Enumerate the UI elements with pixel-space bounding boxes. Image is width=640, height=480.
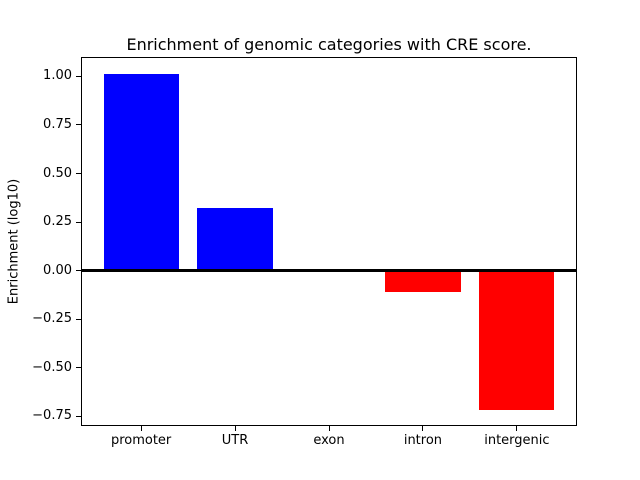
y-tick-label: −0.50 (32, 359, 72, 375)
y-tick-label: 0.75 (43, 116, 72, 132)
y-tick-label: −0.25 (32, 311, 72, 327)
bar-promoter (103, 74, 179, 271)
y-tick-label: 1.00 (43, 68, 72, 84)
x-tick-label-promoter: promoter (110, 433, 172, 448)
y-tick-mark (76, 318, 81, 320)
y-tick-label: −0.75 (32, 408, 72, 424)
x-tick-label-exon: exon (313, 433, 345, 448)
y-axis-label: Enrichment (log10) (6, 178, 22, 305)
bar-intergenic (479, 270, 555, 411)
y-tick-label: 0.25 (43, 214, 72, 230)
chart-title: Enrichment of genomic categories with CR… (126, 35, 532, 54)
y-tick-label: 0.50 (43, 165, 72, 181)
x-tick-label-intergenic: intergenic (484, 433, 550, 448)
y-tick-mark (76, 75, 81, 77)
x-tick-mark (140, 426, 142, 431)
x-tick-mark (328, 426, 330, 431)
x-tick-label-intron: intron (403, 433, 443, 448)
plot-area (81, 57, 577, 426)
x-tick-label-UTR: UTR (221, 433, 249, 448)
y-tick-mark (76, 173, 81, 175)
bar-UTR (197, 208, 273, 271)
y-tick-mark (76, 270, 81, 272)
x-tick-mark (516, 426, 518, 431)
zero-line (81, 269, 577, 272)
y-tick-mark (76, 367, 81, 369)
y-tick-label: 0.00 (43, 262, 72, 278)
y-tick-mark (76, 415, 81, 417)
y-tick-mark (76, 221, 81, 223)
bar-intron (385, 270, 461, 292)
x-tick-mark (422, 426, 424, 431)
y-tick-mark (76, 124, 81, 126)
x-tick-mark (234, 426, 236, 431)
